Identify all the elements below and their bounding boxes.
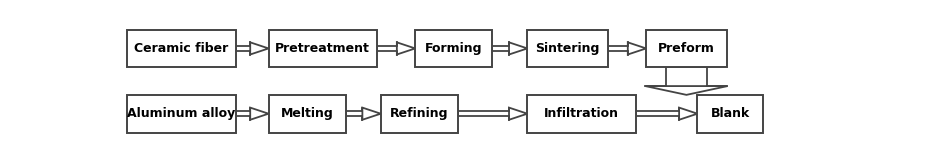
Text: Refining: Refining: [390, 107, 448, 120]
Text: Blank: Blank: [710, 107, 750, 120]
Polygon shape: [362, 108, 380, 120]
Text: Infiltration: Infiltration: [544, 107, 619, 120]
Polygon shape: [250, 42, 269, 54]
Polygon shape: [250, 108, 269, 120]
FancyBboxPatch shape: [127, 30, 236, 67]
Polygon shape: [645, 86, 727, 95]
Text: Forming: Forming: [425, 42, 482, 55]
FancyBboxPatch shape: [269, 30, 377, 67]
Text: Sintering: Sintering: [535, 42, 600, 55]
Polygon shape: [509, 42, 527, 54]
Text: Aluminum alloy: Aluminum alloy: [127, 107, 236, 120]
Polygon shape: [628, 42, 646, 54]
FancyBboxPatch shape: [527, 95, 636, 133]
FancyBboxPatch shape: [646, 30, 727, 67]
FancyBboxPatch shape: [380, 95, 458, 133]
FancyBboxPatch shape: [415, 30, 492, 67]
Text: Melting: Melting: [281, 107, 333, 120]
FancyBboxPatch shape: [527, 30, 608, 67]
Text: Pretreatment: Pretreatment: [275, 42, 370, 55]
FancyBboxPatch shape: [697, 95, 763, 133]
Text: Ceramic fiber: Ceramic fiber: [134, 42, 228, 55]
Polygon shape: [397, 42, 415, 54]
FancyBboxPatch shape: [127, 95, 236, 133]
Text: Preform: Preform: [658, 42, 715, 55]
Polygon shape: [679, 108, 697, 120]
Polygon shape: [509, 108, 527, 120]
FancyBboxPatch shape: [269, 95, 345, 133]
